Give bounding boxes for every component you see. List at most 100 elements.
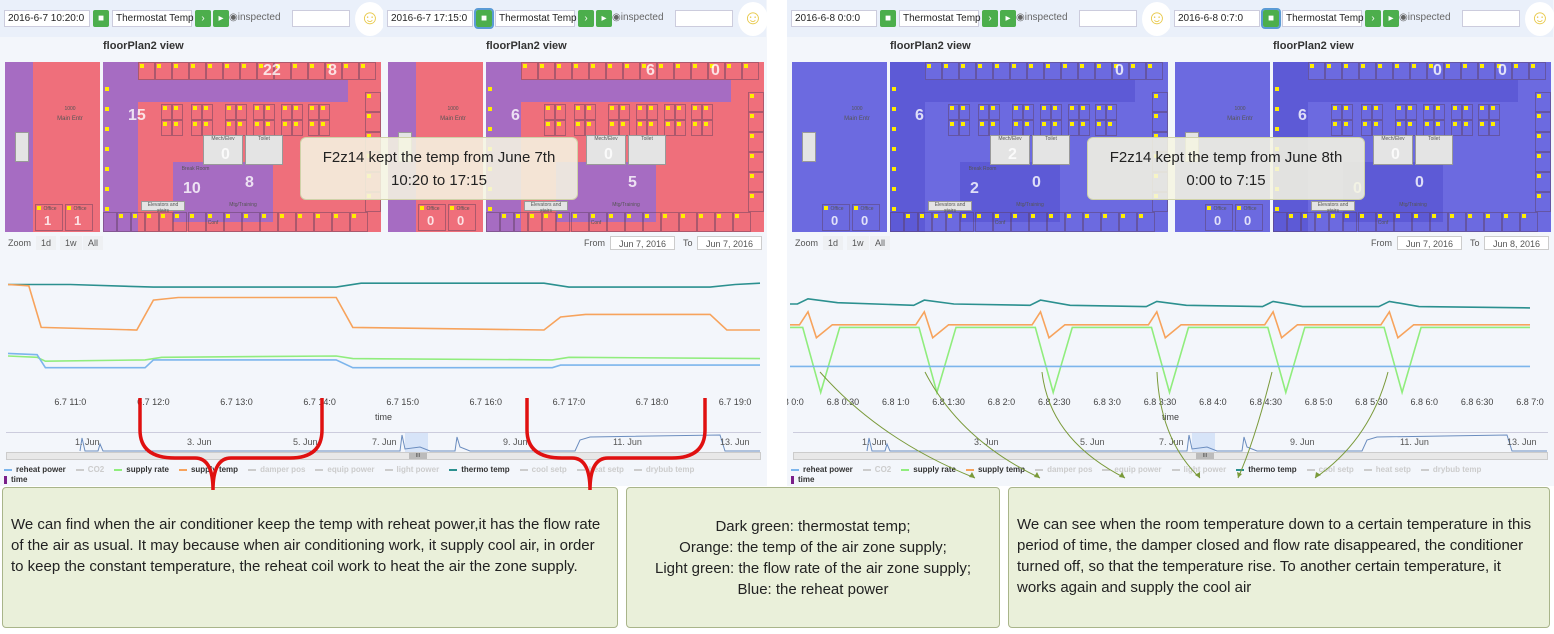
room bbox=[636, 104, 647, 120]
to-date-input[interactable]: Jun 8, 2016 bbox=[1484, 236, 1550, 250]
room bbox=[959, 104, 970, 120]
play-button[interactable]: ▸ bbox=[213, 10, 229, 27]
from-date-input[interactable]: Jun 7, 2016 bbox=[610, 236, 676, 250]
inspected-toggle[interactable]: ◉inspected bbox=[1016, 12, 1068, 23]
sensor-dot bbox=[105, 147, 109, 151]
legend-item[interactable]: CO2 bbox=[75, 465, 104, 475]
elevator-room: Elevators and stairs bbox=[928, 201, 972, 214]
scrollbar-thumb[interactable]: III bbox=[1196, 453, 1214, 459]
inspected-input[interactable] bbox=[675, 10, 733, 27]
legend-item[interactable]: heat setp bbox=[1363, 465, 1411, 475]
sensor-dot bbox=[1412, 64, 1416, 68]
sensor-dot bbox=[666, 106, 670, 110]
navigator[interactable] bbox=[6, 432, 761, 452]
sensor-dot bbox=[1081, 122, 1085, 126]
legend-item[interactable]: supply rate bbox=[901, 465, 956, 475]
legend-item[interactable]: CO2 bbox=[862, 465, 891, 475]
zoom-button[interactable]: 1d bbox=[823, 236, 844, 250]
sensor-dot bbox=[710, 64, 714, 68]
legend-item[interactable]: drybub temp bbox=[633, 465, 694, 475]
legend-item[interactable]: damper pos bbox=[1035, 465, 1092, 475]
sensor-select[interactable]: Thermostat Temp bbox=[112, 10, 194, 27]
camera-button[interactable]: ■ bbox=[880, 10, 896, 27]
camera-button[interactable]: ■ bbox=[1261, 8, 1281, 29]
sensor-select[interactable]: Thermostat Temp bbox=[1282, 10, 1364, 27]
legend-item[interactable]: thermo temp bbox=[449, 465, 510, 475]
sensor-select[interactable]: Thermostat Temp bbox=[495, 10, 577, 27]
datetime-input[interactable]: 2016-6-8 0:0:0 bbox=[791, 10, 877, 27]
scrollbar[interactable]: III bbox=[793, 452, 1548, 460]
legend-item[interactable]: light power bbox=[1171, 465, 1226, 475]
zone-count: 0 bbox=[1032, 174, 1041, 191]
room bbox=[544, 120, 555, 136]
from-date-input[interactable]: Jun 7, 2016 bbox=[1397, 236, 1463, 250]
zoom-button[interactable]: 1d bbox=[36, 236, 57, 250]
datetime-input[interactable]: 2016-6-8 0:7:0 bbox=[1174, 10, 1260, 27]
legend-item[interactable]: thermo temp bbox=[1236, 465, 1297, 475]
legend-item[interactable]: equip power bbox=[315, 465, 375, 475]
legend-time[interactable]: time bbox=[4, 475, 764, 485]
sensor-dot bbox=[334, 214, 338, 218]
datetime-input[interactable]: 2016-6-7 10:20:0 bbox=[4, 10, 90, 27]
eye-icon: ◉ bbox=[229, 12, 238, 23]
zoom-button[interactable]: 1w bbox=[60, 236, 82, 250]
camera-button[interactable]: ■ bbox=[474, 8, 494, 29]
room bbox=[1462, 104, 1473, 120]
next-button[interactable]: › bbox=[982, 10, 998, 27]
inspected-toggle[interactable]: ◉inspected bbox=[612, 12, 664, 23]
sensor-dot bbox=[1131, 64, 1135, 68]
legend-item[interactable]: light power bbox=[384, 465, 440, 475]
inspected-input[interactable] bbox=[1079, 10, 1137, 27]
legend-label: light power bbox=[396, 465, 440, 474]
zoom-button[interactable]: All bbox=[83, 236, 104, 250]
inspected-input[interactable] bbox=[1462, 10, 1520, 27]
play-button[interactable]: ▸ bbox=[1383, 10, 1399, 27]
scrollbar[interactable]: III bbox=[6, 452, 761, 460]
zoom-button[interactable]: All bbox=[870, 236, 891, 250]
callout-line: 0:00 to 7:15 bbox=[1186, 172, 1266, 189]
legend-item[interactable]: damper pos bbox=[248, 465, 305, 475]
room bbox=[1315, 212, 1329, 232]
sensor-select[interactable]: Thermostat Temp bbox=[899, 10, 981, 27]
inspected-input[interactable] bbox=[292, 10, 350, 27]
play-button[interactable]: ▸ bbox=[596, 10, 612, 27]
to-date-input[interactable]: Jun 7, 2016 bbox=[697, 236, 763, 250]
sensor-dot bbox=[892, 87, 896, 91]
legend-item[interactable]: cool setp bbox=[1306, 465, 1354, 475]
sensor-dot bbox=[1070, 106, 1074, 110]
legend-item[interactable]: reheat power bbox=[791, 465, 853, 475]
inspected-toggle[interactable]: ◉inspected bbox=[229, 12, 281, 23]
legend-item[interactable]: supply rate bbox=[114, 465, 169, 475]
sensor-dot bbox=[1432, 214, 1436, 218]
room bbox=[1361, 120, 1372, 136]
next-button[interactable]: › bbox=[578, 10, 594, 27]
zoom-button[interactable]: 1w bbox=[847, 236, 869, 250]
legend-item[interactable]: heat setp bbox=[576, 465, 624, 475]
legend-item[interactable]: supply temp bbox=[965, 465, 1025, 475]
legend-swatch bbox=[1363, 468, 1372, 471]
room bbox=[159, 212, 173, 232]
sensor-dot bbox=[1463, 64, 1467, 68]
legend-time[interactable]: time bbox=[791, 475, 1551, 485]
dashboard-panel: 2016-6-7 10:20:0 ■ Thermostat Temp › ▸ ◉inspe… bbox=[0, 0, 767, 486]
room bbox=[1535, 152, 1551, 172]
datetime-input[interactable]: 2016-6-7 17:15:0 bbox=[387, 10, 473, 27]
room bbox=[989, 120, 1000, 136]
legend-item[interactable]: supply temp bbox=[178, 465, 238, 475]
legend-item[interactable]: reheat power bbox=[4, 465, 66, 475]
next-button[interactable]: › bbox=[195, 10, 211, 27]
next-button[interactable]: › bbox=[1365, 10, 1381, 27]
legend-swatch bbox=[1420, 468, 1429, 471]
x-tick-label: 6.7 12:0 bbox=[137, 397, 170, 407]
room bbox=[538, 62, 555, 80]
legend-item[interactable]: equip power bbox=[1102, 465, 1162, 475]
room bbox=[1478, 104, 1489, 120]
office-room: Office 1 bbox=[35, 204, 63, 231]
inspected-toggle[interactable]: ◉inspected bbox=[1399, 12, 1451, 23]
scrollbar-thumb[interactable]: III bbox=[409, 453, 427, 459]
play-button[interactable]: ▸ bbox=[1000, 10, 1016, 27]
camera-button[interactable]: ■ bbox=[93, 10, 109, 27]
legend-item[interactable]: drybub temp bbox=[1420, 465, 1481, 475]
floorplan-view: 2016-6-8 0:7:0 ■ Thermostat Temp › ▸ ◉inspect… bbox=[1170, 0, 1554, 236]
legend-item[interactable]: cool setp bbox=[519, 465, 567, 475]
